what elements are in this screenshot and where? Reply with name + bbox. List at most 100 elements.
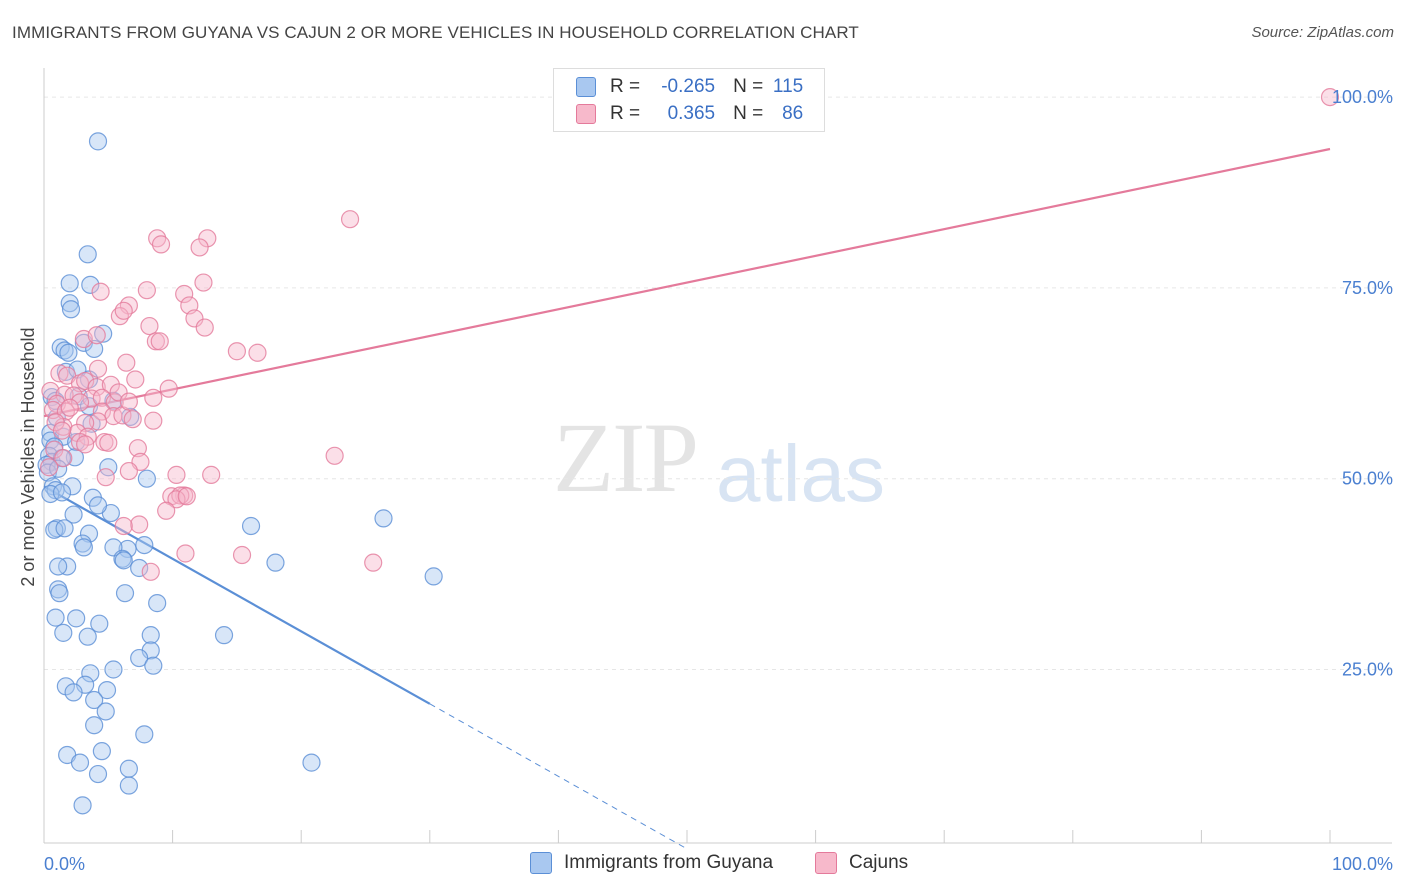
point-cajuns (167, 465, 186, 484)
point-cajuns (96, 468, 115, 487)
series-swatch-cajuns (815, 852, 837, 874)
trend-extension-guyana (429, 703, 688, 850)
point-cajuns (195, 318, 214, 337)
point-cajuns (159, 379, 178, 398)
point-cajuns (185, 309, 204, 328)
legend-n-value: 115 (772, 76, 804, 97)
point-cajuns (176, 544, 195, 563)
point-guyana (137, 469, 156, 488)
legend-row-cajuns: R = 0.365 N = 86 (576, 102, 803, 126)
legend-n-label: N = (733, 103, 764, 124)
point-guyana (119, 759, 138, 778)
series-legend-label: Immigrants from Guyana (564, 852, 774, 873)
point-cajuns (340, 210, 360, 229)
point-cajuns (123, 410, 142, 429)
point-guyana (424, 567, 443, 586)
point-cajuns (198, 229, 217, 248)
point-guyana (148, 594, 167, 613)
point-cajuns (157, 501, 176, 520)
point-cajuns (325, 446, 344, 465)
trend-line-cajuns (43, 147, 1331, 418)
point-guyana (88, 496, 108, 515)
y-tick-label: 25.0% (1342, 660, 1393, 680)
legend-r-value: -0.265 (661, 76, 716, 97)
point-cajuns (92, 402, 111, 421)
point-cajuns (114, 516, 133, 536)
point-cajuns (60, 398, 79, 417)
watermark-atlas: atlas (716, 429, 885, 518)
point-guyana (61, 300, 81, 319)
point-guyana (92, 742, 111, 761)
point-guyana (85, 716, 104, 735)
legend-n-label: N = (733, 76, 764, 97)
series-swatch-guyana (530, 852, 552, 874)
point-cajuns (117, 353, 136, 372)
point-cajuns (76, 413, 95, 433)
point-cajuns (109, 383, 128, 402)
grid-lines (44, 96, 1392, 670)
legend-swatch-cajuns (576, 104, 596, 124)
point-guyana (85, 690, 104, 710)
y-axis-label: 2 or more Vehicles in Household (18, 327, 38, 586)
point-cajuns (248, 343, 267, 362)
point-cajuns (82, 389, 101, 408)
point-cajuns (126, 370, 145, 389)
point-cajuns (76, 435, 95, 454)
point-cajuns (364, 553, 383, 572)
legend-n-value: 86 (782, 103, 804, 124)
point-cajuns (141, 562, 160, 581)
point-guyana (81, 275, 100, 294)
point-guyana (214, 626, 234, 645)
data-points (37, 87, 1340, 815)
point-guyana (130, 648, 149, 668)
point-guyana (97, 681, 117, 700)
series-legend: Immigrants from Guyana Cajuns (0, 852, 1406, 878)
tick-labels: 25.0% 50.0% 75.0% 100.0% 0.0% 100.0% (44, 87, 1393, 874)
point-guyana (49, 557, 68, 576)
trend-lines (43, 147, 1331, 850)
point-guyana (141, 626, 160, 645)
point-cajuns (146, 332, 165, 351)
point-guyana (241, 516, 261, 536)
series-legend-cajuns[interactable]: Cajuns (815, 852, 908, 874)
point-cajuns (119, 461, 138, 481)
point-guyana (144, 656, 163, 675)
point-cajuns (144, 388, 163, 407)
point-cajuns (194, 273, 213, 292)
point-cajuns (151, 235, 171, 254)
point-guyana (64, 505, 83, 524)
trend-line-guyana (43, 485, 431, 705)
point-guyana (94, 324, 113, 343)
y-tick-label: 75.0% (1342, 278, 1393, 298)
point-guyana (88, 132, 108, 151)
legend-row-guyana: R = -0.265 N = 115 (576, 75, 803, 99)
point-cajuns (99, 433, 118, 452)
series-legend-guyana[interactable]: Immigrants from Guyana (530, 852, 773, 874)
point-guyana (135, 535, 154, 555)
point-guyana (374, 509, 393, 528)
point-cajuns (70, 393, 90, 412)
point-guyana (266, 553, 285, 572)
point-cajuns (227, 342, 246, 361)
point-cajuns (52, 421, 72, 440)
point-cajuns (1320, 87, 1340, 107)
point-cajuns (144, 411, 163, 430)
point-guyana (74, 538, 93, 557)
point-guyana (49, 459, 68, 478)
point-guyana (78, 627, 97, 646)
point-cajuns (202, 465, 221, 484)
point-cajuns (140, 316, 159, 336)
point-guyana (96, 702, 115, 721)
point-guyana (90, 614, 109, 633)
point-guyana (81, 664, 100, 683)
point-cajuns (54, 448, 73, 468)
point-cajuns (177, 487, 196, 506)
point-guyana (104, 660, 123, 679)
point-guyana (60, 294, 79, 313)
point-cajuns (190, 238, 209, 257)
point-cajuns (150, 332, 169, 351)
point-cajuns (167, 490, 186, 509)
point-guyana (70, 753, 90, 772)
y-tick-label: 100.0% (1332, 87, 1393, 107)
